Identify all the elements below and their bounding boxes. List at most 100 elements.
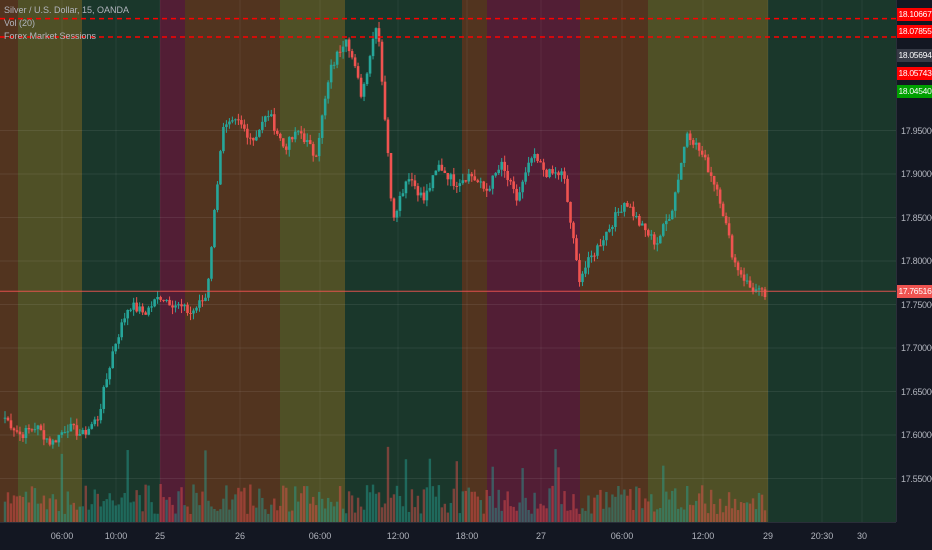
volume-bar [392, 494, 396, 522]
session-indicator-label[interactable]: Forex Market Sessions [4, 31, 97, 41]
volume-bar [563, 491, 566, 522]
volume-bar [308, 503, 312, 522]
candle-body [3, 417, 7, 419]
volume-bar [45, 509, 49, 522]
candle-body [159, 297, 162, 300]
candle-body [404, 181, 408, 194]
candle-body [365, 73, 369, 85]
volume-bar [60, 453, 64, 522]
candle-body [422, 192, 426, 201]
candle-body [362, 84, 366, 97]
candle-body [652, 234, 656, 245]
chart-area[interactable]: Silver / U.S. Dollar, 15, OANDA Vol (20)… [0, 0, 896, 522]
volume-bar [201, 491, 204, 522]
volume-bar [700, 485, 704, 522]
price-tick-label: 17.60000 [901, 430, 932, 440]
volume-bar [365, 485, 369, 522]
volume-bar [36, 503, 40, 522]
volume-indicator-label[interactable]: Vol (20) [4, 18, 36, 28]
candle-body [111, 351, 115, 369]
candle-body [697, 142, 701, 151]
candle-body [267, 116, 270, 118]
volume-bar [703, 503, 707, 522]
candle-body [455, 185, 459, 187]
volume-bar [282, 485, 285, 522]
candle-body [395, 210, 399, 218]
candle-body [730, 235, 734, 258]
candle-body [54, 440, 58, 443]
candle-body [661, 224, 665, 236]
volume-bar [291, 510, 294, 522]
volume-bar [587, 495, 590, 522]
candle-body [284, 146, 288, 150]
symbol-title[interactable]: Silver / U.S. Dollar, 15, OANDA [4, 5, 130, 15]
volume-bar [590, 513, 593, 522]
volume-bar [545, 508, 548, 522]
candle-body [733, 257, 737, 263]
volume-bar [69, 504, 73, 522]
candle-body [272, 114, 276, 131]
price-axis[interactable]: 17.95000 17.90000 17.85000 17.80000 17.75000… [896, 0, 932, 522]
volume-bar [389, 497, 393, 522]
price-level-tag: 18.05743 [897, 66, 932, 80]
volume-bar [374, 493, 378, 522]
candle-body [39, 425, 43, 431]
candle-body [93, 419, 97, 425]
volume-bar [572, 494, 575, 522]
volume-bar [329, 501, 333, 522]
volume-bars [3, 446, 767, 522]
price-level-tag: 18.04540 [897, 84, 932, 98]
candle-body [685, 133, 689, 147]
volume-bar [428, 458, 432, 522]
volume-bar [512, 506, 515, 522]
volume-bar [210, 506, 213, 522]
candle-body [344, 39, 348, 47]
volume-bar [485, 489, 488, 522]
volume-bar [228, 509, 231, 522]
volume-bar [165, 499, 168, 522]
candle-body [99, 408, 103, 421]
volume-bar [461, 491, 464, 522]
time-tick-label: 06:00 [308, 531, 332, 541]
volume-bar [557, 467, 560, 522]
price-chart[interactable] [0, 0, 896, 522]
volume-bar [491, 466, 494, 522]
volume-bar [662, 465, 665, 522]
candle-body [18, 431, 22, 435]
candle-body [494, 173, 498, 176]
candle-body [566, 178, 569, 202]
candle-body [198, 300, 201, 308]
volume-bar [120, 497, 123, 522]
candle-body [398, 195, 402, 211]
candle-body [452, 174, 456, 186]
candle-body [488, 188, 492, 191]
candle-body [9, 420, 13, 429]
volume-bar [279, 505, 282, 522]
candle-body [542, 162, 545, 170]
candle-body [527, 162, 530, 173]
volume-bar [548, 488, 551, 522]
volume-bar [721, 512, 725, 522]
candle-body [509, 179, 512, 182]
volume-bar [742, 503, 746, 522]
candle-body [45, 438, 49, 440]
volume-bar [153, 513, 156, 522]
price-levels [0, 17, 896, 292]
candle-body [204, 297, 207, 301]
candle-body [156, 297, 159, 300]
candle-body [293, 131, 297, 140]
volume-bar [63, 513, 67, 522]
volume-bar [404, 459, 408, 522]
volume-bar [650, 494, 653, 522]
candle-body [611, 226, 614, 229]
price-tick-label: 17.80000 [901, 256, 932, 266]
session-band-olive [18, 0, 82, 522]
candles [3, 21, 767, 449]
volume-bar [584, 510, 587, 522]
candle-body [410, 179, 414, 181]
volume-bar [647, 501, 650, 522]
time-axis[interactable]: 06:00 10:00 25 26 06:00 12:00 18:00 27 06:00 12:0… [0, 522, 896, 550]
volume-bar [192, 484, 195, 522]
volume-bar [105, 499, 108, 522]
volume-bar [383, 503, 387, 522]
